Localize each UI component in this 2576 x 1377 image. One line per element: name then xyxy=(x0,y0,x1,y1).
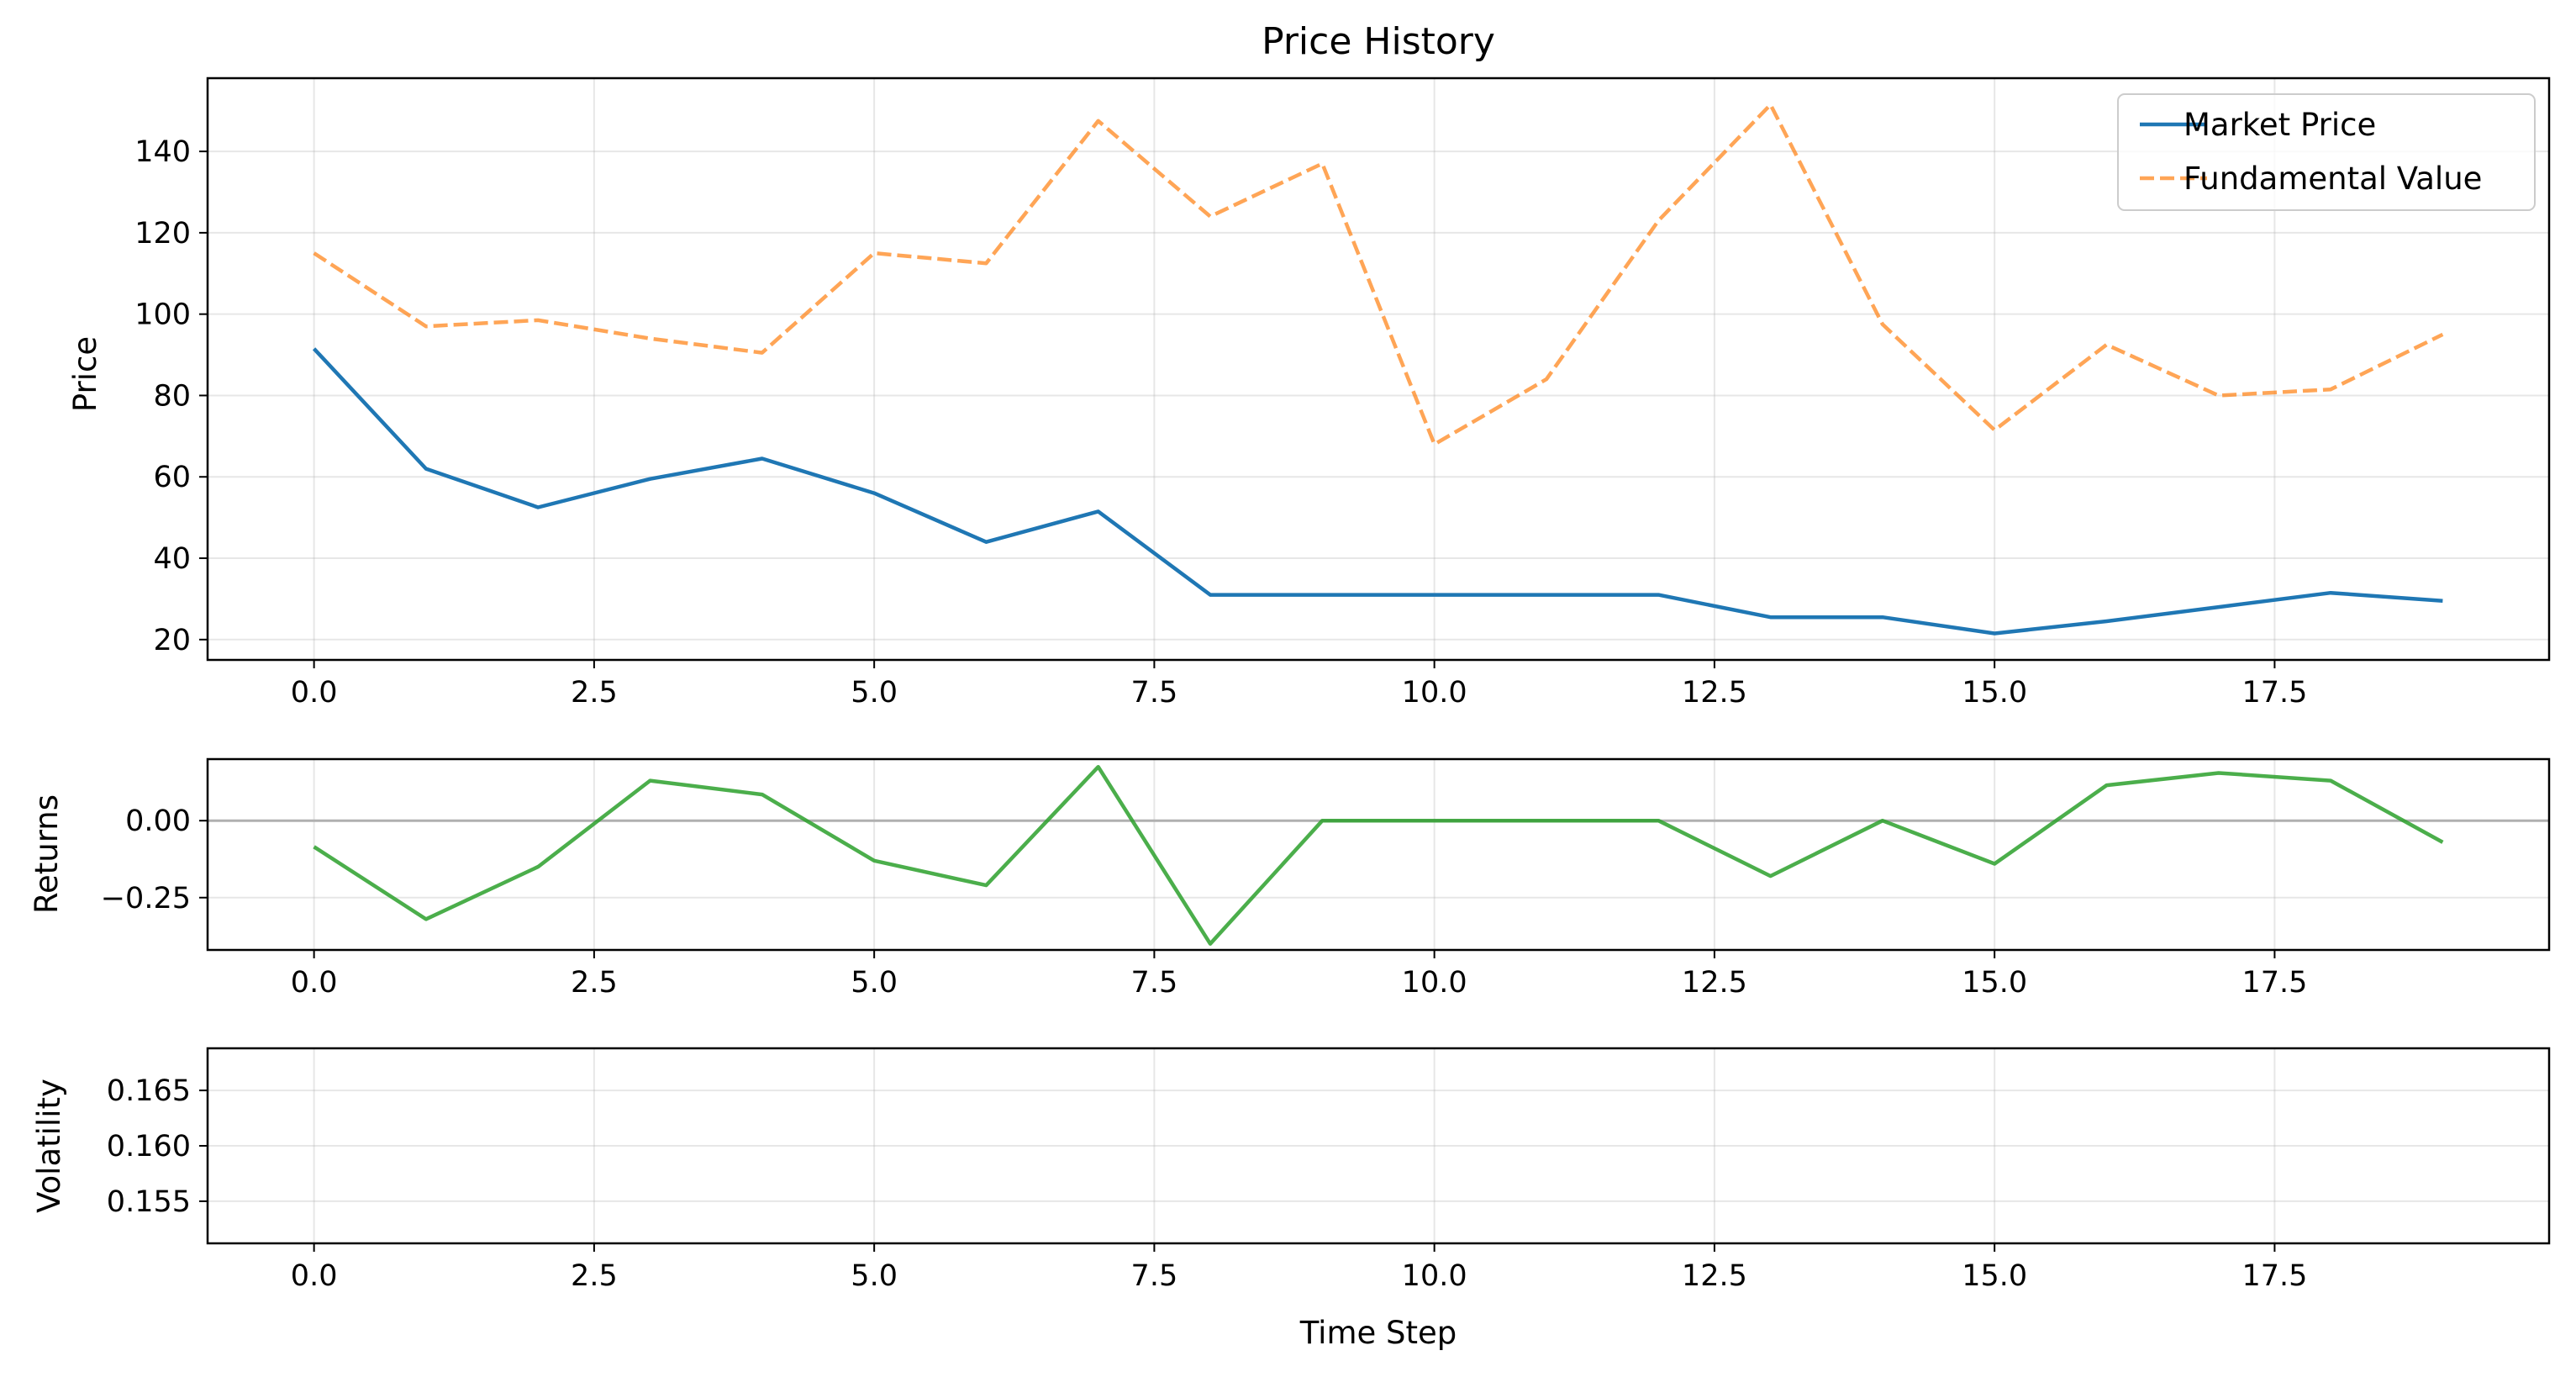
price-plot-frame xyxy=(206,76,2551,662)
returns-x-tick-label: 12.5 xyxy=(1682,966,1747,1000)
returns-y-tick-label: 0.00 xyxy=(125,805,191,838)
fundamental-value-line xyxy=(313,103,2444,446)
returns-y-tick-label: −0.25 xyxy=(101,882,191,915)
price-x-tick-label: 2.5 xyxy=(571,676,618,710)
price-x-tick-label: 15.0 xyxy=(1962,676,2027,710)
volatility-x-tick-label: 0.0 xyxy=(291,1259,338,1293)
returns-x-tick-label: 7.5 xyxy=(1131,966,1178,1000)
returns-x-tick-label: 17.5 xyxy=(2241,966,2307,1000)
x-axis-label: Time Step xyxy=(1299,1315,1457,1351)
volatility-y-axis-label: Volatility xyxy=(31,1079,67,1213)
volatility-y-tick-label: 0.165 xyxy=(107,1074,191,1108)
chart-title: Price History xyxy=(1262,20,1495,63)
price-y-tick-label: 140 xyxy=(134,135,191,169)
price-x-tick-label: 12.5 xyxy=(1682,676,1747,710)
returns-x-tick-label: 2.5 xyxy=(571,966,618,1000)
volatility-x-tick-label: 5.0 xyxy=(851,1259,898,1293)
volatility-x-tick-label: 2.5 xyxy=(571,1259,618,1293)
legend: Market Price Fundamental Value xyxy=(2117,93,2536,211)
price-y-axis-label: Price xyxy=(67,336,103,412)
price-x-tick-label: 7.5 xyxy=(1131,676,1178,710)
price-panel: Price History Price 0.0 2.5 5.0 7.5 10.0 12.5… xyxy=(67,20,2551,710)
price-y-tick-label: 100 xyxy=(134,298,191,332)
price-y-tick-label: 120 xyxy=(134,217,191,251)
volatility-panel: Volatility 0.0 2.5 5.0 7.5 10.0 12.5 15.0 17.5 0… xyxy=(31,1047,2551,1351)
returns-panel: Returns 0.0 2.5 5.0 7.5 10.0 12.5 15.0 17.5 −0.2… xyxy=(29,757,2551,1000)
price-x-tick-label: 5.0 xyxy=(851,676,898,710)
returns-y-axis-label: Returns xyxy=(29,794,65,914)
volatility-y-tick-label: 0.155 xyxy=(107,1185,191,1219)
price-x-tick-label: 0.0 xyxy=(291,676,338,710)
market-price-line xyxy=(312,347,2443,636)
returns-x-tick-label: 10.0 xyxy=(1402,966,1467,1000)
price-y-tick-label: 20 xyxy=(153,624,191,657)
price-x-tick-label: 17.5 xyxy=(2241,676,2307,710)
returns-x-tick-label: 0.0 xyxy=(291,966,338,1000)
volatility-x-tick-label: 10.0 xyxy=(1402,1259,1467,1293)
volatility-x-tick-label: 7.5 xyxy=(1131,1259,1178,1293)
legend-box xyxy=(2117,93,2536,211)
volatility-x-tick-label: 12.5 xyxy=(1682,1259,1747,1293)
volatility-x-tick-label: 15.0 xyxy=(1962,1259,2027,1293)
returns-x-tick-label: 5.0 xyxy=(851,966,898,1000)
returns-plot-frame xyxy=(206,757,2551,952)
returns-line xyxy=(313,764,2444,946)
price-x-tick-label: 10.0 xyxy=(1402,676,1467,710)
legend-fundamental-value-label: Fundamental Value xyxy=(2184,161,2482,197)
price-y-tick-label: 80 xyxy=(153,379,191,413)
legend-market-price-label: Market Price xyxy=(2184,107,2376,143)
volatility-x-tick-label: 17.5 xyxy=(2241,1259,2307,1293)
returns-x-tick-label: 15.0 xyxy=(1962,966,2027,1000)
volatility-y-tick-label: 0.160 xyxy=(107,1130,191,1163)
price-y-tick-label: 40 xyxy=(153,542,191,576)
volatility-plot-frame xyxy=(206,1047,2551,1245)
price-y-tick-label: 60 xyxy=(153,461,191,494)
